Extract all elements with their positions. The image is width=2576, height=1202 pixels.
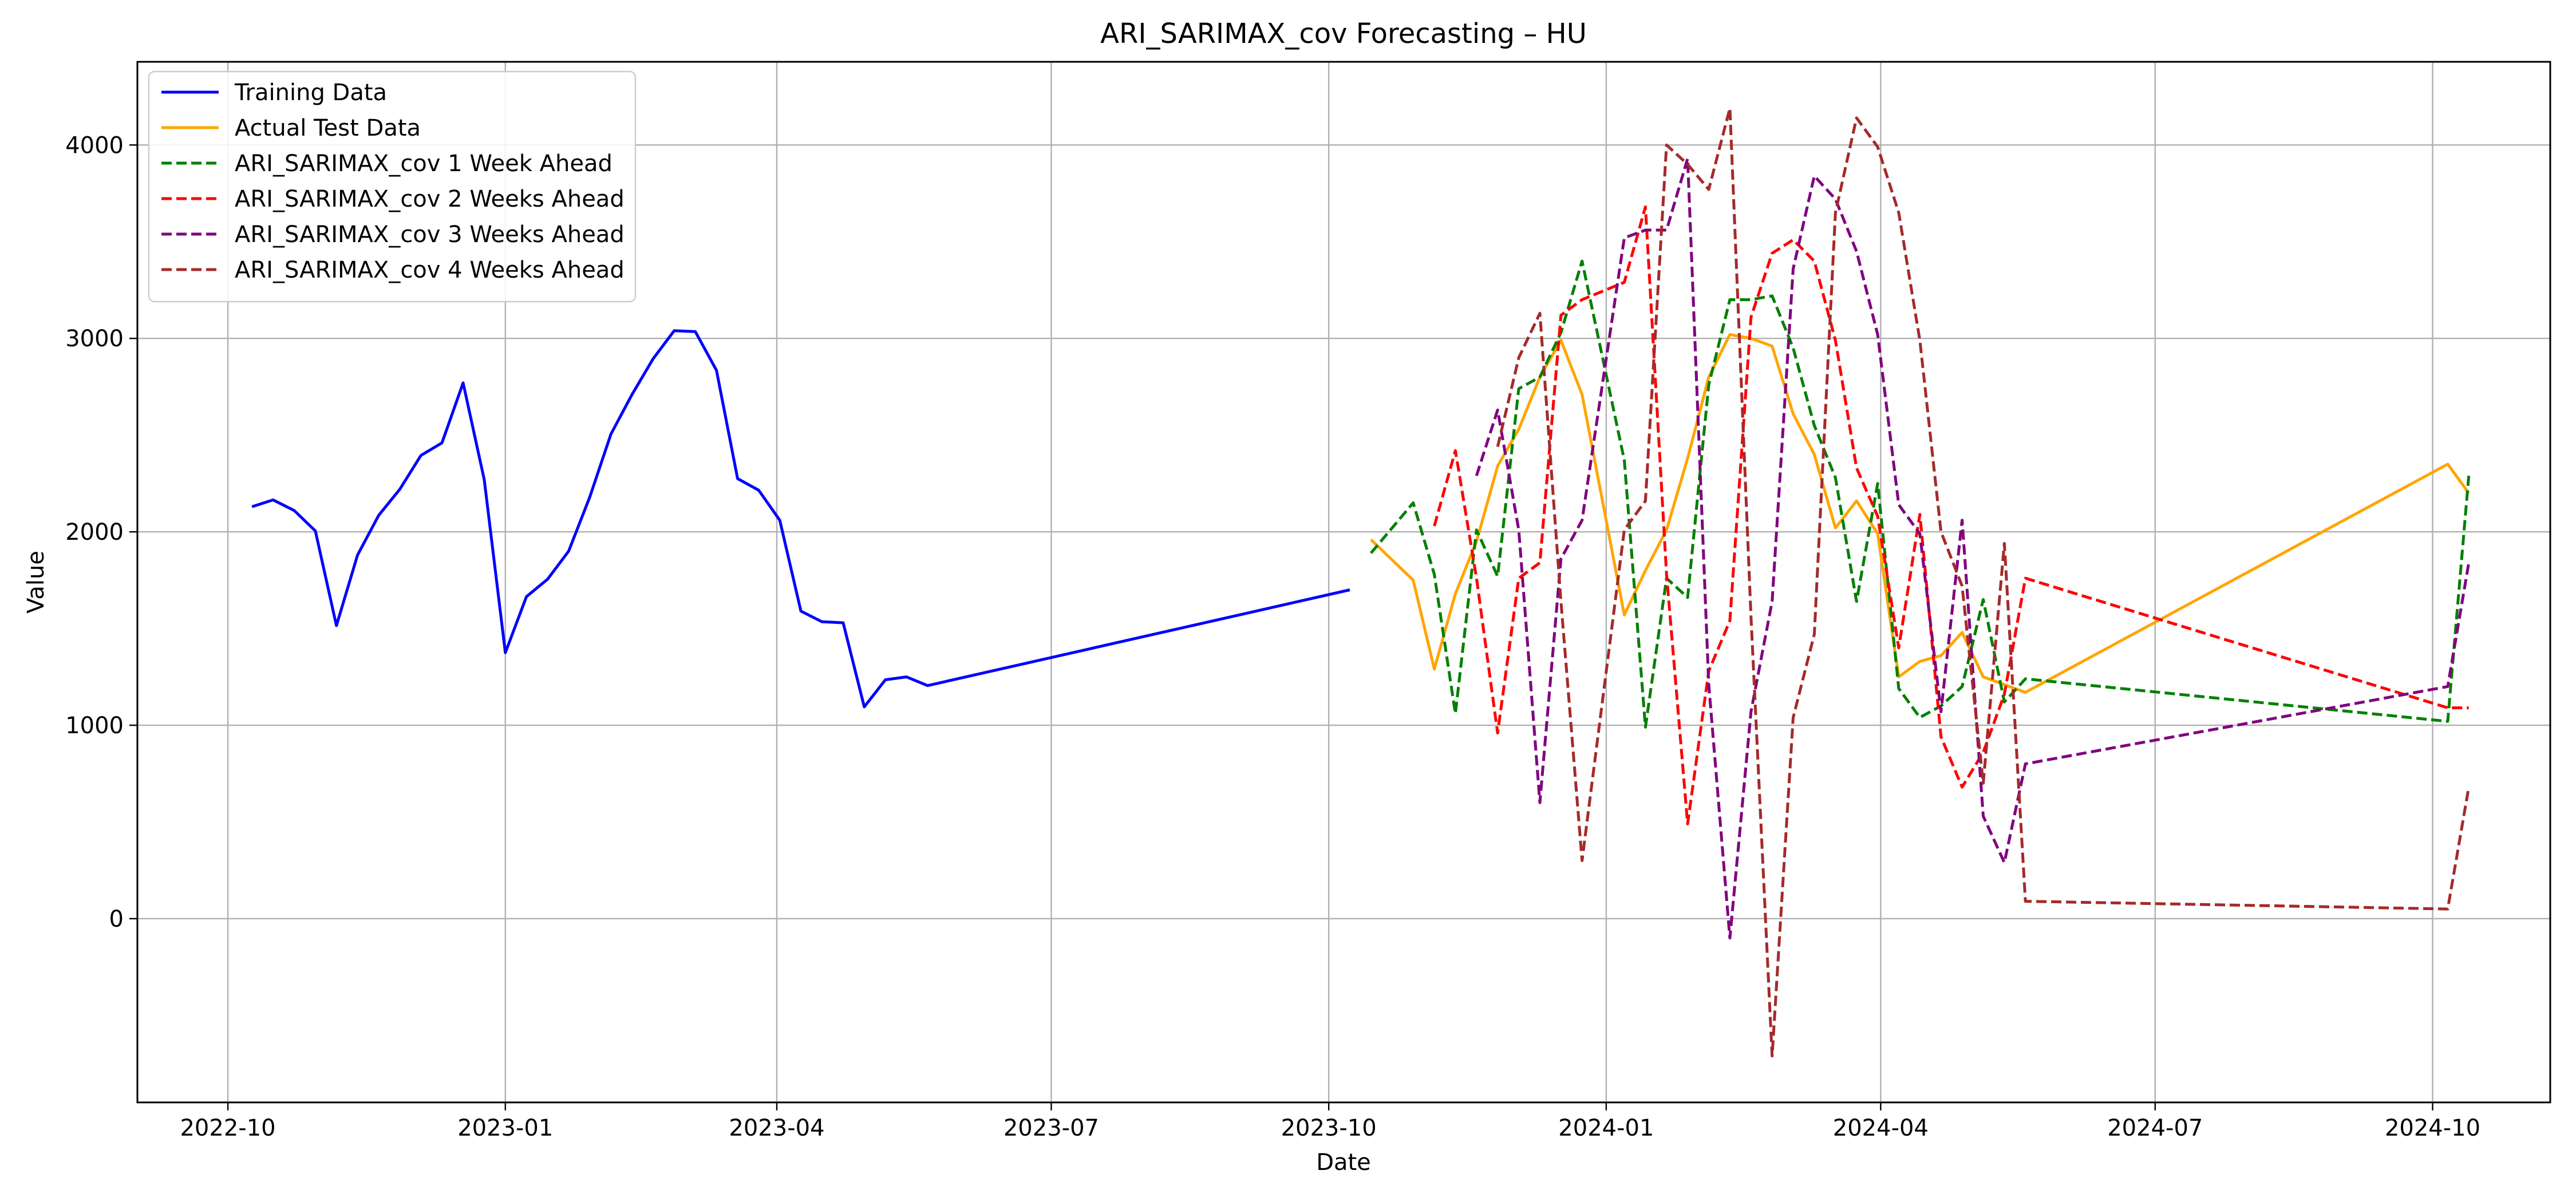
legend-label: ARI_SARIMAX_cov 3 Weeks Ahead	[235, 222, 625, 248]
y-tick-label: 0	[109, 906, 124, 932]
series-line-1	[251, 329, 1350, 709]
x-tick-label: 2023-04	[729, 1115, 824, 1141]
x-tick-label: 2024-07	[2107, 1115, 2203, 1141]
y-tick-label: 4000	[65, 132, 124, 159]
legend-label: ARI_SARIMAX_cov 4 Weeks Ahead	[235, 257, 625, 283]
x-tick-label: 2023-01	[457, 1115, 553, 1141]
series-layer	[251, 106, 2471, 1058]
y-tick-label: 3000	[65, 326, 124, 352]
legend-label: ARI_SARIMAX_cov 2 Weeks Ahead	[235, 186, 625, 212]
x-axis-label: Date	[1316, 1149, 1371, 1176]
legend: Training Data Actual Test Data ARI_SARIMAX…	[148, 70, 637, 303]
x-tick-label: 2022-10	[180, 1115, 275, 1141]
y-tick-label: 1000	[65, 713, 124, 739]
x-tick-label: 2023-07	[1003, 1115, 1099, 1141]
x-tick-label: 2024-10	[2385, 1115, 2480, 1141]
x-tick-label: 2024-04	[1833, 1115, 1929, 1141]
y-tick-label: 2000	[65, 519, 124, 545]
legend-label: Training Data	[234, 80, 387, 106]
y-axis-label: Value	[23, 551, 49, 614]
x-tick-label: 2023-10	[1281, 1115, 1377, 1141]
series-line-4	[1433, 205, 2469, 825]
legend-label: Actual Test Data	[235, 115, 421, 141]
legend-box	[148, 70, 637, 303]
chart-title: ARI_SARIMAX_cov Forecasting – HU	[1100, 18, 1587, 50]
legend-label: ARI_SARIMAX_cov 1 Week Ahead	[235, 151, 613, 177]
plot-frame	[136, 61, 2551, 1104]
grid	[137, 62, 2550, 1102]
x-tick-label: 2024-01	[1558, 1115, 1654, 1141]
series-line-6	[1496, 106, 2471, 1058]
series-line-5	[1475, 157, 2471, 940]
ticks: 2022-10 2023-01 2023-04 2023-07 2023-10 2024-…	[65, 132, 2480, 1141]
series-line-3	[1369, 259, 2471, 729]
